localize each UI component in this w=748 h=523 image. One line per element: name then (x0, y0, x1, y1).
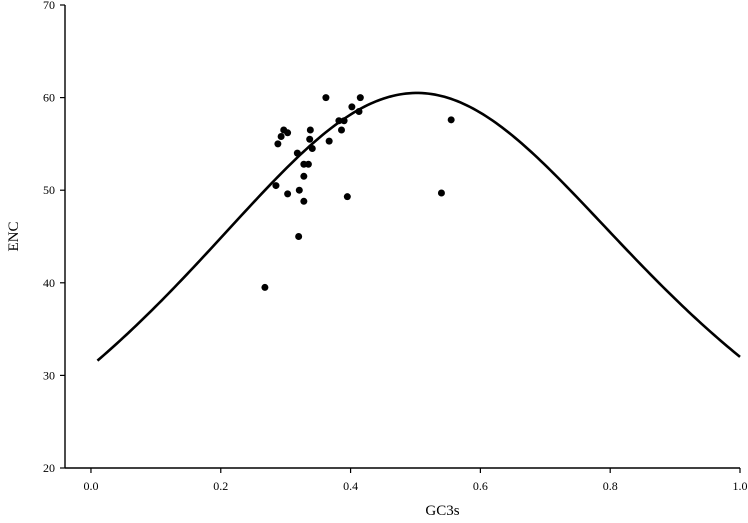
data-point (308, 145, 316, 153)
data-point (284, 190, 292, 198)
data-point (300, 197, 308, 205)
x-tick-label: 1.0 (733, 479, 748, 493)
data-point (437, 189, 445, 197)
data-point (447, 116, 455, 124)
x-tick-label: 0.6 (473, 479, 488, 493)
data-point (272, 182, 280, 190)
x-tick-label: 0.2 (213, 479, 228, 493)
data-point (284, 129, 292, 137)
data-point (295, 233, 303, 240)
data-point (356, 94, 364, 102)
data-point (293, 149, 301, 157)
y-axis-label: ENC (6, 222, 22, 252)
expected-enc-curve (96, 91, 741, 362)
y-tick-label: 30 (43, 368, 55, 382)
y-axis-ticks: 20 30 40 50 60 70 (43, 0, 65, 475)
data-points (261, 94, 455, 291)
data-point (325, 137, 333, 145)
y-tick-label: 40 (43, 276, 55, 290)
data-point (348, 103, 356, 111)
y-tick-label: 20 (43, 461, 55, 475)
y-tick-label: 70 (43, 0, 55, 12)
data-point (277, 132, 285, 140)
x-tick-label: 0.4 (343, 479, 358, 493)
y-tick-label: 50 (43, 183, 55, 197)
data-point (274, 140, 282, 148)
data-point (322, 94, 330, 102)
data-point (306, 135, 314, 143)
data-point (304, 160, 312, 168)
data-point (340, 117, 348, 125)
data-point (306, 126, 314, 134)
data-point (300, 172, 308, 180)
x-axis-ticks: 0.0 0.2 0.4 0.6 0.8 1.0 (83, 468, 748, 493)
axes (64, 5, 740, 469)
x-tick-label: 0.0 (83, 479, 98, 493)
data-point (295, 186, 303, 194)
y-tick-label: 60 (43, 91, 55, 105)
data-point (343, 193, 351, 201)
data-point (335, 117, 343, 125)
data-point (261, 283, 269, 291)
x-axis-label: GC3s (425, 503, 459, 519)
data-point (355, 107, 363, 115)
x-tick-label: 0.8 (603, 479, 618, 493)
data-point (337, 126, 345, 134)
